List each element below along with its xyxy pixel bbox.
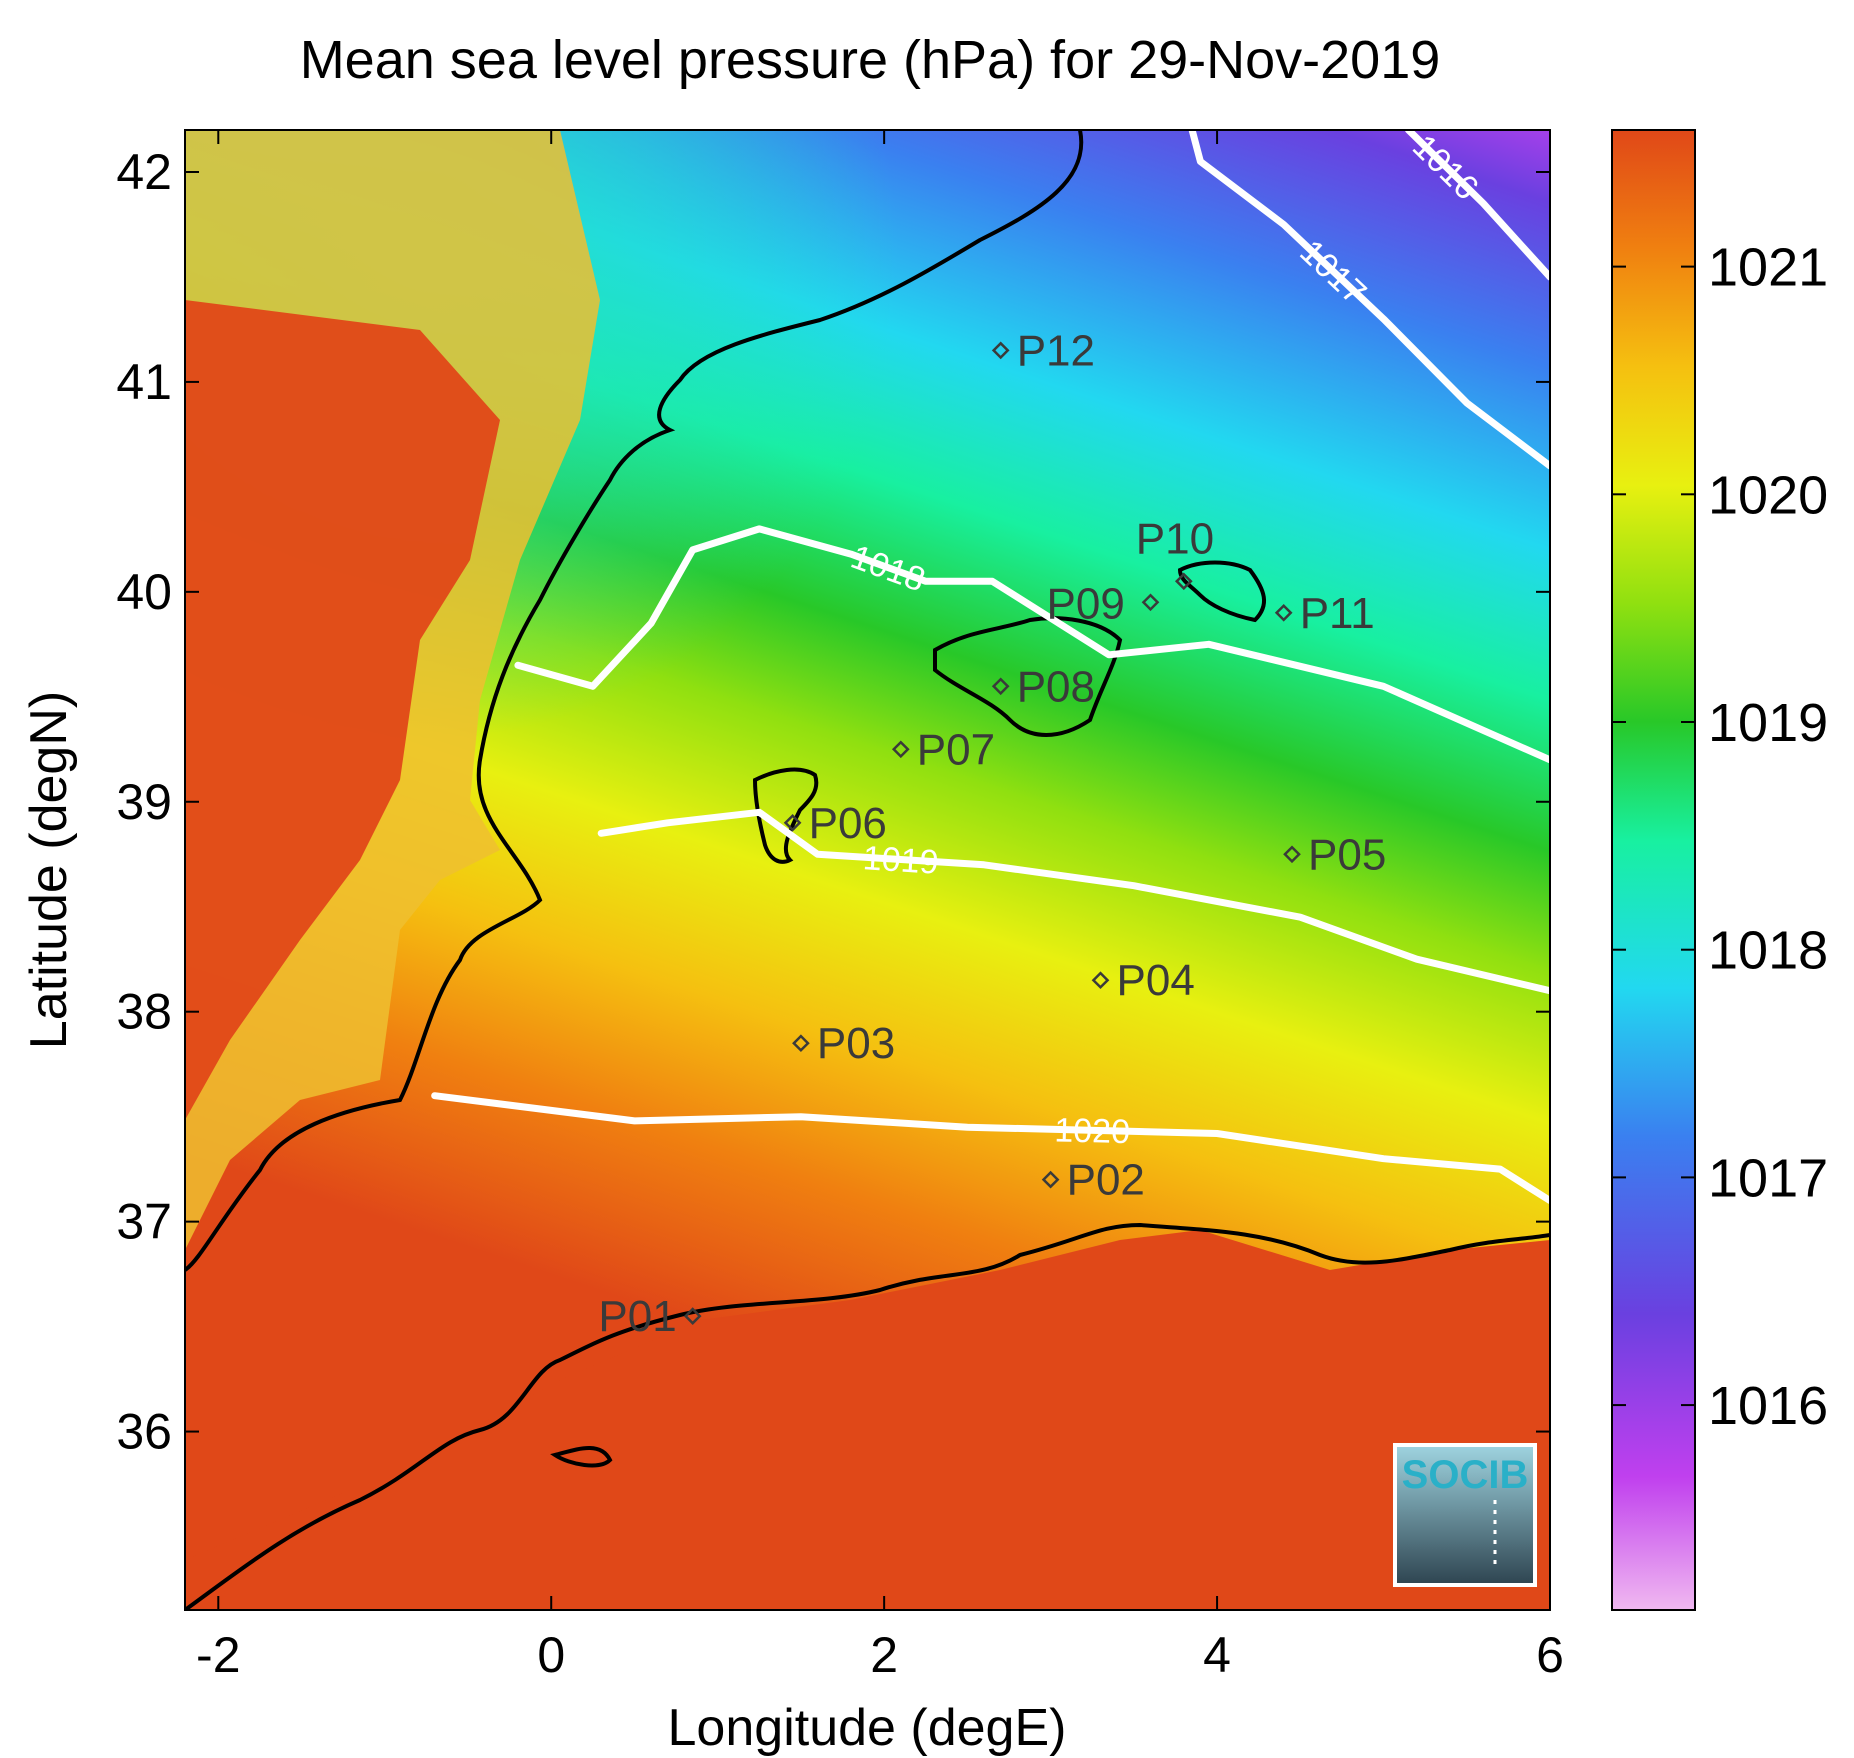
isobar-line bbox=[1405, 130, 1550, 281]
y-axis-ticks: 36 37 38 39 40 41 42 bbox=[116, 144, 1550, 1460]
colorbar-tick-label: 1017 bbox=[1708, 1148, 1828, 1208]
coastline bbox=[933, 616, 1123, 737]
colorbar bbox=[1611, 129, 1696, 1611]
station-marker bbox=[1283, 845, 1301, 864]
chart-title: Mean sea level pressure (hPa) for 29-Nov… bbox=[300, 30, 1441, 90]
svg-text:SOCIB: SOCIB bbox=[1402, 1453, 1529, 1497]
socib-logo: SOCIB bbox=[1393, 1443, 1537, 1587]
plot-frame bbox=[184, 129, 1551, 1611]
coastline bbox=[185, 130, 1084, 1272]
station-marker bbox=[1174, 572, 1193, 591]
x-axis-label: Longitude (degE) bbox=[668, 1699, 1067, 1757]
station-marker bbox=[683, 1307, 702, 1325]
station-label: P05 bbox=[1308, 830, 1386, 879]
station-marker bbox=[1141, 593, 1160, 612]
plot-area bbox=[185, 130, 1550, 1610]
station-marker bbox=[1041, 1170, 1060, 1189]
coastline bbox=[752, 767, 819, 864]
station-marker bbox=[783, 813, 802, 832]
coastline bbox=[550, 1446, 613, 1468]
station-marker bbox=[991, 677, 1010, 696]
colorbar-tick-label: 1018 bbox=[1708, 921, 1828, 981]
station-label: P02 bbox=[1067, 1156, 1145, 1205]
station-label: P11 bbox=[1300, 589, 1375, 638]
x-tick-label: 6 bbox=[1536, 1627, 1564, 1683]
isobar-label: 1019 bbox=[862, 839, 940, 882]
iberia-interior-high bbox=[185, 300, 500, 1120]
isobar-line bbox=[514, 525, 1550, 764]
isobar-label: 1020 bbox=[1054, 1111, 1131, 1151]
x-tick-label: -2 bbox=[196, 1627, 240, 1683]
station-label: P01 bbox=[598, 1292, 676, 1341]
station-marker bbox=[1091, 971, 1110, 990]
station-marker bbox=[1274, 603, 1293, 622]
colorbar-tick-label: 1016 bbox=[1708, 1376, 1828, 1436]
isobar-line bbox=[597, 808, 1550, 995]
y-tick-label: 36 bbox=[116, 1404, 172, 1460]
station-label: P03 bbox=[817, 1019, 895, 1068]
y-tick-label: 42 bbox=[116, 144, 172, 200]
coastlines bbox=[185, 130, 1550, 1610]
x-tick-label: 0 bbox=[537, 1627, 565, 1683]
x-tick-label: 4 bbox=[1203, 1627, 1231, 1683]
north-africa-land bbox=[185, 1230, 1550, 1610]
x-axis-ticks: -2 0 2 4 6 bbox=[196, 130, 1564, 1683]
colorbar-tick-label: 1019 bbox=[1708, 693, 1828, 753]
y-tick-label: 41 bbox=[116, 354, 172, 410]
station-label: P04 bbox=[1117, 956, 1195, 1005]
y-axis-label: Latitude (degN) bbox=[20, 691, 78, 1049]
y-tick-label: 40 bbox=[116, 564, 172, 620]
station-label: P08 bbox=[1017, 662, 1095, 711]
y-tick-label: 37 bbox=[116, 1194, 172, 1250]
isobar-line bbox=[1188, 130, 1550, 470]
y-tick-label: 38 bbox=[116, 984, 172, 1040]
station-marker bbox=[891, 740, 910, 759]
station-label: P12 bbox=[1017, 326, 1095, 375]
station-label: P09 bbox=[1047, 579, 1125, 628]
colorbar-ticks: 1016 1017 1018 1019 1020 1021 bbox=[1612, 238, 1828, 1436]
station-marker bbox=[991, 341, 1010, 360]
y-tick-label: 39 bbox=[116, 774, 172, 830]
station-marker bbox=[792, 1034, 810, 1053]
isobar-label-group: 1020 bbox=[1054, 1111, 1131, 1151]
station-label: P06 bbox=[809, 799, 887, 848]
x-tick-label: 2 bbox=[870, 1627, 898, 1683]
coastline bbox=[185, 1222, 1550, 1610]
isobar-line bbox=[431, 1092, 1550, 1205]
coastline bbox=[1177, 560, 1266, 623]
isobar-label-group: 1019 bbox=[862, 839, 940, 882]
station-label: P07 bbox=[917, 725, 995, 774]
station-label: P10 bbox=[1136, 514, 1214, 563]
colorbar-tick-label: 1021 bbox=[1708, 238, 1828, 298]
colorbar-tick-label: 1020 bbox=[1708, 465, 1828, 525]
